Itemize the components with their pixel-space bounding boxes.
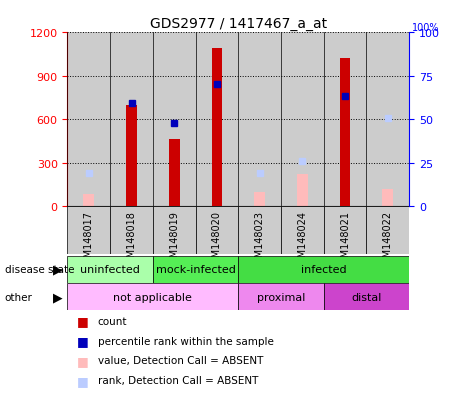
Bar xyxy=(281,33,324,206)
Text: ■: ■ xyxy=(77,374,88,387)
Text: infected: infected xyxy=(301,264,346,275)
Title: GDS2977 / 1417467_a_at: GDS2977 / 1417467_a_at xyxy=(150,17,327,31)
Text: mock-infected: mock-infected xyxy=(156,264,236,275)
Text: count: count xyxy=(98,316,127,326)
Bar xyxy=(153,33,196,206)
Bar xyxy=(212,49,222,206)
Bar xyxy=(196,33,238,206)
Bar xyxy=(324,33,366,206)
Bar xyxy=(297,175,308,206)
Text: GSM148021: GSM148021 xyxy=(340,210,350,269)
Text: ▶: ▶ xyxy=(53,263,63,276)
Bar xyxy=(196,206,238,254)
Bar xyxy=(238,33,281,206)
Text: rank, Detection Call = ABSENT: rank, Detection Call = ABSENT xyxy=(98,375,258,385)
Bar xyxy=(67,33,110,206)
Bar xyxy=(281,206,324,254)
Text: other: other xyxy=(5,292,33,302)
Bar xyxy=(366,33,409,206)
Bar xyxy=(383,189,393,206)
Bar xyxy=(126,105,137,206)
Bar xyxy=(366,33,409,206)
Bar xyxy=(324,206,366,254)
Bar xyxy=(110,33,153,206)
Bar xyxy=(340,59,351,206)
Text: GSM148023: GSM148023 xyxy=(255,210,265,269)
Text: ■: ■ xyxy=(77,314,88,328)
Bar xyxy=(238,33,281,206)
Bar xyxy=(238,284,324,311)
Text: ■: ■ xyxy=(77,354,88,367)
Bar xyxy=(110,33,153,206)
Bar xyxy=(153,33,196,206)
Bar xyxy=(324,284,409,311)
Text: ■: ■ xyxy=(77,334,88,347)
Text: GSM148017: GSM148017 xyxy=(84,210,94,269)
Text: GSM148019: GSM148019 xyxy=(169,210,179,269)
Text: not applicable: not applicable xyxy=(113,292,193,302)
Text: uninfected: uninfected xyxy=(80,264,140,275)
Text: proximal: proximal xyxy=(257,292,305,302)
Text: GSM148024: GSM148024 xyxy=(298,210,307,269)
Text: ▶: ▶ xyxy=(53,291,63,304)
Text: distal: distal xyxy=(351,292,382,302)
Bar xyxy=(238,206,281,254)
Bar xyxy=(196,33,238,206)
Text: GSM148022: GSM148022 xyxy=(383,210,393,269)
Bar xyxy=(238,256,409,283)
Bar xyxy=(153,206,196,254)
Bar xyxy=(67,284,238,311)
Text: percentile rank within the sample: percentile rank within the sample xyxy=(98,336,273,346)
Bar xyxy=(281,33,324,206)
Bar xyxy=(324,33,366,206)
Text: 100%: 100% xyxy=(412,23,439,33)
Text: GSM148020: GSM148020 xyxy=(212,210,222,269)
Bar xyxy=(67,206,110,254)
Text: value, Detection Call = ABSENT: value, Detection Call = ABSENT xyxy=(98,356,263,366)
Bar xyxy=(366,206,409,254)
Bar xyxy=(67,33,110,206)
Bar xyxy=(254,192,265,206)
Text: GSM148018: GSM148018 xyxy=(126,210,137,269)
Bar xyxy=(67,256,153,283)
Bar xyxy=(83,195,94,206)
Bar xyxy=(110,206,153,254)
Text: disease state: disease state xyxy=(5,264,74,275)
Bar xyxy=(153,256,238,283)
Bar xyxy=(169,140,179,206)
